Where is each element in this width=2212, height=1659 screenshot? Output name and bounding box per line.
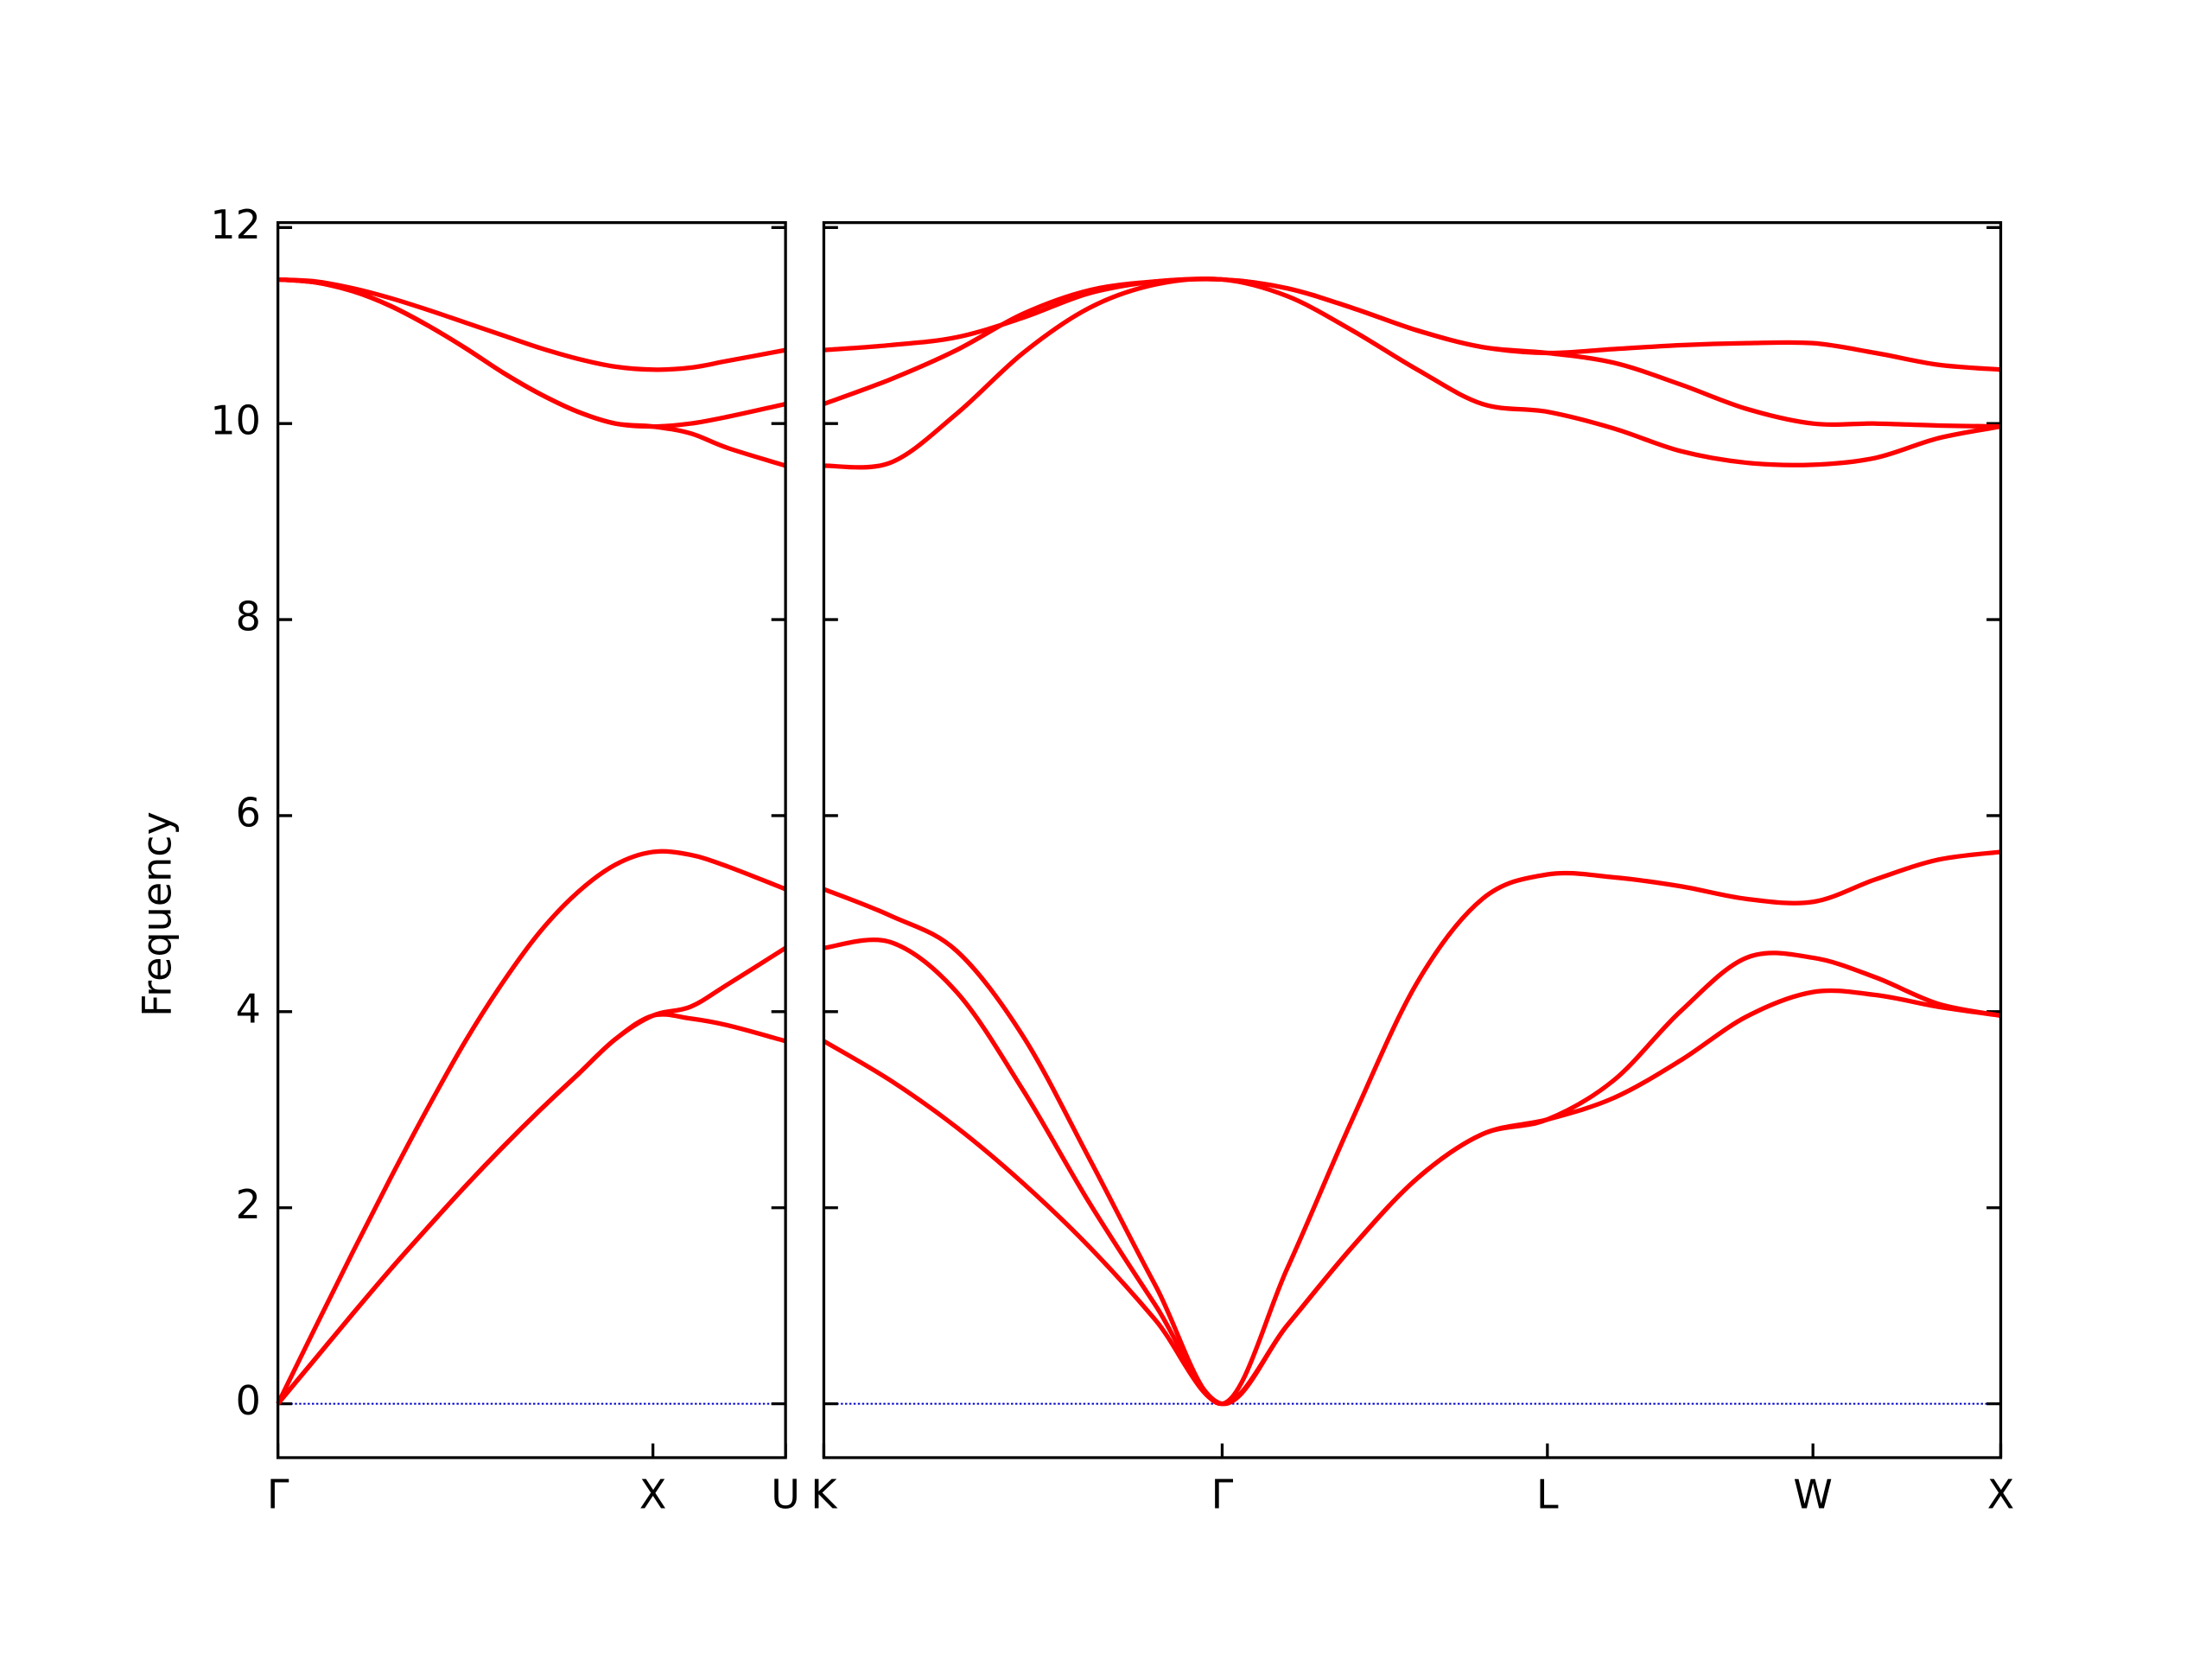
- band-line: [277, 276, 786, 429]
- x-tick-label: L: [1536, 1471, 1559, 1517]
- band-line: [823, 276, 2001, 470]
- x-tick-label: Γ: [1211, 1471, 1234, 1517]
- x-tick-label: U: [771, 1471, 800, 1517]
- plot-frame: [822, 220, 2003, 1459]
- y-tick-label: 2: [236, 1181, 261, 1228]
- y-tick-label: 8: [236, 594, 261, 640]
- plot-frame: [276, 220, 787, 1459]
- band-line: [276, 849, 787, 1405]
- band-line: [823, 276, 2001, 429]
- x-tick-label: W: [1793, 1471, 1832, 1517]
- y-tick-label: 12: [210, 201, 261, 248]
- band-line: [823, 937, 2001, 1407]
- x-tick-label: K: [810, 1471, 838, 1517]
- y-tick-label: 0: [236, 1377, 261, 1424]
- y-axis-label: Frequency: [134, 811, 181, 1017]
- band-line: [276, 1012, 786, 1406]
- x-tick-label: Γ: [267, 1471, 289, 1517]
- band-line: [276, 945, 787, 1406]
- y-tick-label: 10: [210, 397, 261, 444]
- band-line: [823, 276, 2001, 372]
- band-line: [823, 849, 2001, 1407]
- y-tick-label: 4: [236, 985, 261, 1032]
- x-tick-label: X: [639, 1471, 667, 1517]
- y-tick-label: 6: [236, 789, 261, 836]
- band-line: [277, 276, 786, 372]
- x-tick-label: X: [1987, 1471, 2015, 1517]
- band-line: [277, 276, 786, 468]
